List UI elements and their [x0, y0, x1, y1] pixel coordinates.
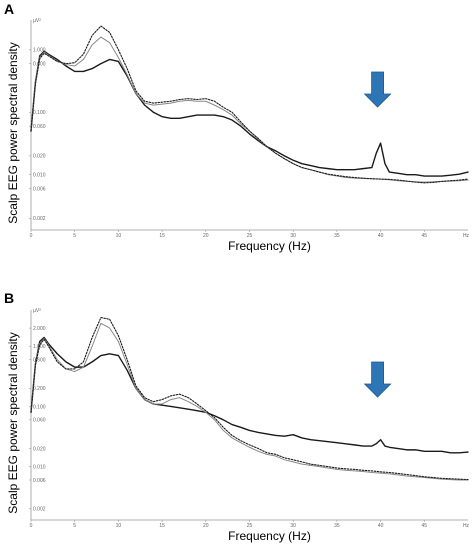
x-unit-label: Hz — [463, 233, 470, 239]
y-tick-label: 0.006 — [33, 186, 46, 192]
x-tick-label: 0 — [30, 523, 33, 529]
y-tick-label: 0.010 — [33, 172, 46, 178]
x-axis-label: Frequency (Hz) — [228, 529, 311, 543]
y-tick-label: 0.002 — [33, 507, 46, 513]
y-axis-label: Scalp EEG power spectral density — [6, 332, 20, 513]
x-tick-label: 35 — [334, 523, 340, 529]
series-line-dotted-black — [30, 25, 469, 184]
x-tick-label: 15 — [159, 233, 165, 239]
y-unit-label: µV² — [33, 308, 41, 314]
chart-panel-b: BµV²2.0001.0000.6000.2000.1000.0600.0200… — [4, 290, 470, 543]
x-unit-label: Hz — [463, 523, 470, 529]
x-tick-label: 20 — [203, 523, 209, 529]
x-tick-label: 10 — [116, 233, 122, 239]
series-line-solid-gray — [30, 36, 469, 183]
y-tick-label: 0.006 — [33, 478, 46, 484]
x-tick-label: 5 — [73, 233, 76, 239]
x-tick-label: 30 — [290, 233, 296, 239]
y-tick-label: 0.010 — [33, 464, 46, 470]
panel-letter: B — [4, 290, 14, 306]
y-tick-label: 0.020 — [33, 446, 46, 452]
x-tick-label: 40 — [378, 523, 384, 529]
y-tick-label: 0.100 — [33, 110, 46, 116]
x-tick-label: 5 — [73, 523, 76, 529]
y-tick-label: 0.060 — [33, 124, 46, 130]
series-line-solid-gray — [30, 322, 469, 481]
x-tick-label: 25 — [247, 523, 253, 529]
y-tick-label: 0.060 — [33, 418, 46, 424]
series-line-solid-black — [30, 336, 469, 454]
x-tick-label: 10 — [116, 523, 122, 529]
x-tick-label: 40 — [378, 233, 384, 239]
y-tick-label: 0.600 — [33, 61, 46, 67]
y-tick-label: 2.000 — [33, 326, 46, 332]
series-line-solid-black — [30, 50, 469, 177]
y-tick-label: 0.100 — [33, 404, 46, 410]
x-tick-label: 30 — [290, 523, 296, 529]
y-tick-label: 0.002 — [33, 216, 46, 222]
x-tick-label: 45 — [422, 523, 428, 529]
y-tick-label: 0.600 — [33, 357, 46, 363]
arrow-down-icon — [363, 71, 392, 108]
x-tick-label: 35 — [334, 233, 340, 239]
y-tick-label: 0.020 — [33, 154, 46, 160]
x-tick-label: 45 — [422, 233, 428, 239]
series-line-dotted-black — [30, 316, 469, 481]
y-axis-label: Scalp EEG power spectral density — [6, 42, 20, 223]
x-axis-label: Frequency (Hz) — [228, 239, 311, 253]
x-tick-label: 15 — [159, 523, 165, 529]
y-tick-label: 0.200 — [33, 386, 46, 392]
x-tick-label: 25 — [247, 233, 253, 239]
x-tick-label: 0 — [30, 233, 33, 239]
panel-letter: A — [4, 1, 14, 17]
arrow-down-icon — [363, 361, 392, 398]
y-unit-label: µV² — [33, 18, 41, 24]
x-tick-label: 20 — [203, 233, 209, 239]
y-tick-label: 1.000 — [33, 48, 46, 54]
